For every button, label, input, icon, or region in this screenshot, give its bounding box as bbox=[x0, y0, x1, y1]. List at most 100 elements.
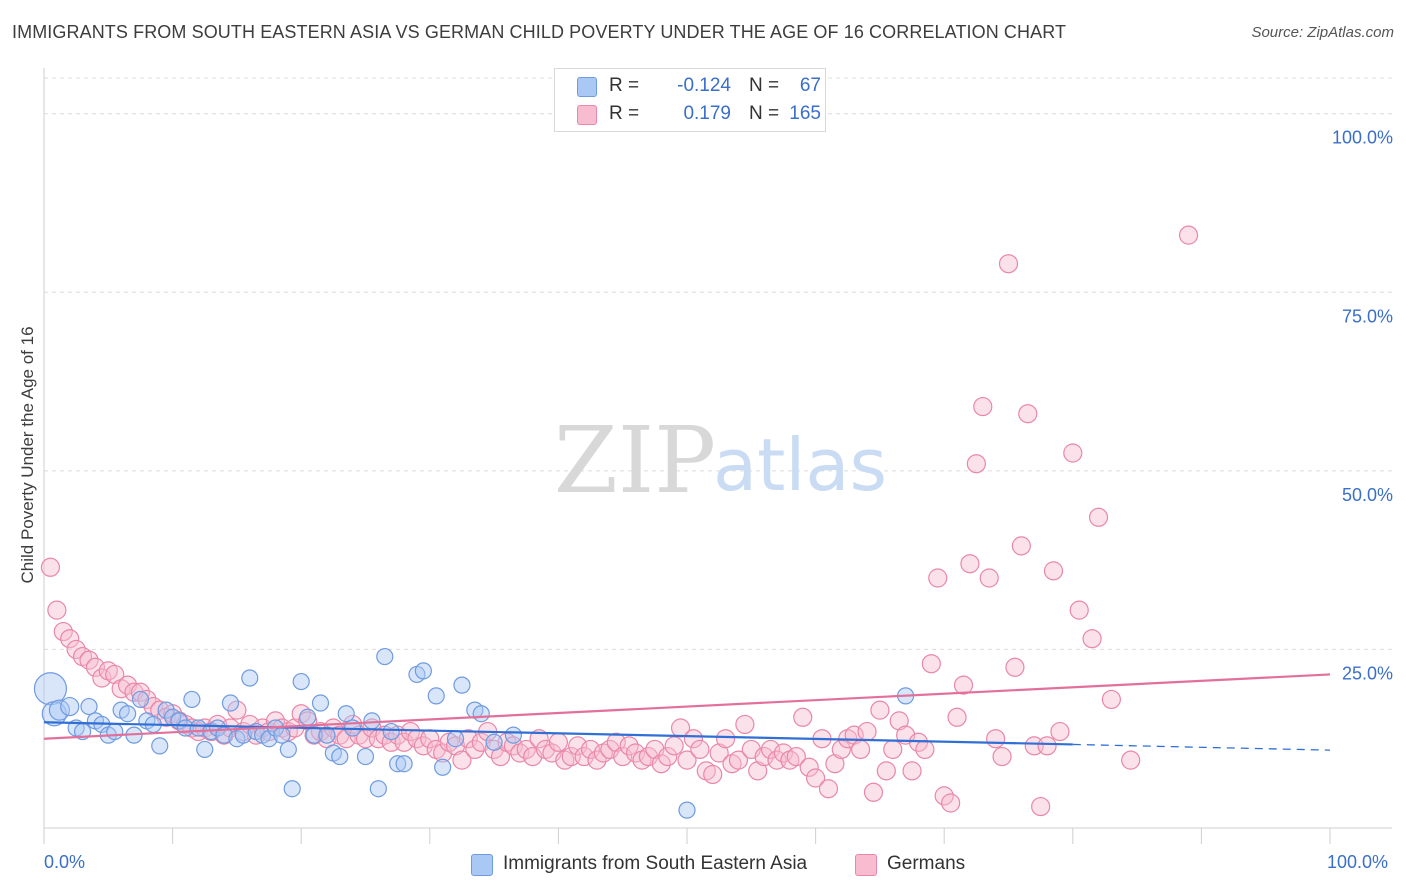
germans-point bbox=[683, 729, 704, 749]
germans-point bbox=[992, 746, 1012, 767]
watermark-zip: ZIP bbox=[554, 407, 716, 514]
germans-point bbox=[79, 650, 99, 670]
legend-n-label: N = bbox=[749, 75, 780, 96]
axes bbox=[43, 68, 1392, 844]
sea-point bbox=[241, 669, 259, 687]
sea-point bbox=[221, 694, 240, 712]
germans-point bbox=[889, 711, 909, 731]
germans-point bbox=[651, 754, 671, 774]
sea-point bbox=[60, 696, 80, 717]
germans-point bbox=[902, 761, 922, 781]
germans-point bbox=[748, 761, 768, 781]
sea-point bbox=[369, 780, 387, 798]
germans-point bbox=[690, 739, 710, 760]
sea-point bbox=[151, 737, 169, 755]
germans-point bbox=[130, 682, 151, 702]
legend-r-value: -0.124 bbox=[677, 75, 731, 96]
germans-point bbox=[529, 729, 549, 749]
sea-point bbox=[292, 672, 310, 691]
sea-point bbox=[196, 740, 214, 759]
germans-point bbox=[966, 454, 986, 474]
sea-point bbox=[414, 662, 432, 680]
germans-point bbox=[516, 739, 536, 760]
sea-point bbox=[356, 747, 375, 766]
sea-point bbox=[273, 726, 291, 744]
germans-point bbox=[786, 746, 806, 767]
germans-point bbox=[735, 714, 755, 735]
germans-point bbox=[863, 782, 884, 802]
bottom-legend-swatch-blue bbox=[471, 854, 493, 876]
sea-point bbox=[485, 733, 503, 751]
sea-point bbox=[453, 676, 471, 694]
germans-point bbox=[1082, 629, 1102, 649]
germans-point bbox=[1031, 796, 1051, 817]
sea-point bbox=[183, 690, 201, 709]
sea-point bbox=[209, 719, 227, 737]
germans-point bbox=[857, 721, 877, 742]
germans-point bbox=[1018, 404, 1038, 424]
sea-point bbox=[395, 755, 413, 773]
germans-point bbox=[818, 779, 839, 799]
legend-n-value: 67 bbox=[799, 75, 821, 96]
germans-point bbox=[953, 675, 974, 695]
bottom-legend-swatch-pink bbox=[855, 854, 877, 876]
watermark-atlas: atlas bbox=[713, 423, 887, 507]
germans-point bbox=[587, 750, 607, 770]
germans-point bbox=[960, 554, 980, 574]
sea-point bbox=[106, 722, 124, 741]
germans-point bbox=[973, 396, 993, 417]
y-axis-label: Child Poverty Under the Age of 16 bbox=[18, 326, 37, 584]
germans-point bbox=[1011, 536, 1031, 556]
germans-point bbox=[799, 757, 819, 777]
germans-point bbox=[870, 700, 890, 720]
germans-point bbox=[658, 746, 678, 767]
sea-point bbox=[376, 647, 394, 666]
sea-point bbox=[389, 755, 407, 773]
sea-point bbox=[382, 722, 400, 741]
legend-swatch-pink bbox=[577, 105, 597, 125]
chart-title: IMMIGRANTS FROM SOUTH EASTERN ASIA VS GE… bbox=[12, 22, 1067, 42]
sea-point bbox=[311, 694, 330, 712]
germans-point bbox=[851, 739, 871, 760]
sea-trend-extension bbox=[1072, 743, 1331, 751]
sea-point bbox=[331, 747, 349, 766]
germans-point bbox=[825, 754, 845, 774]
germans-point bbox=[53, 621, 73, 642]
germans-point bbox=[40, 557, 61, 577]
germans-point bbox=[1043, 561, 1064, 581]
y-tick-labels: 25.0% 50.0% 75.0% 100.0% bbox=[1332, 128, 1393, 684]
legend-r-label: R = bbox=[609, 103, 640, 124]
germans-point bbox=[986, 729, 1006, 749]
germans-point bbox=[1069, 600, 1089, 620]
germans-point bbox=[805, 768, 826, 788]
germans-point bbox=[548, 732, 569, 752]
germans-point bbox=[1050, 721, 1070, 742]
legend-r-label: R = bbox=[609, 75, 640, 96]
germans-point bbox=[934, 786, 954, 806]
x-tick-label-100: 100.0% bbox=[1327, 852, 1389, 872]
germans-point bbox=[1037, 736, 1057, 756]
germans-point bbox=[1088, 507, 1109, 527]
germans-point bbox=[105, 664, 125, 685]
germans-point bbox=[66, 639, 86, 660]
germans-point bbox=[928, 568, 948, 588]
y-tick-label: 75.0% bbox=[1342, 306, 1393, 326]
y-tick-label: 100.0% bbox=[1332, 128, 1393, 148]
sea-point bbox=[118, 705, 137, 723]
germans-point bbox=[619, 736, 639, 756]
sea-point bbox=[434, 758, 452, 776]
germans-point bbox=[998, 254, 1019, 274]
bottom-legend-label-germans: Germans bbox=[887, 853, 966, 874]
germans-point bbox=[979, 568, 999, 588]
sea-point bbox=[318, 726, 336, 744]
y-tick-label: 25.0% bbox=[1342, 663, 1393, 683]
germans-point bbox=[915, 739, 935, 760]
germans-trend-line bbox=[43, 673, 1331, 740]
germans-point bbox=[1101, 689, 1121, 710]
sea-point bbox=[48, 699, 71, 721]
germans-point bbox=[400, 721, 421, 742]
sea-point bbox=[131, 690, 150, 709]
germans-point bbox=[452, 750, 472, 770]
germans-point bbox=[715, 729, 736, 749]
